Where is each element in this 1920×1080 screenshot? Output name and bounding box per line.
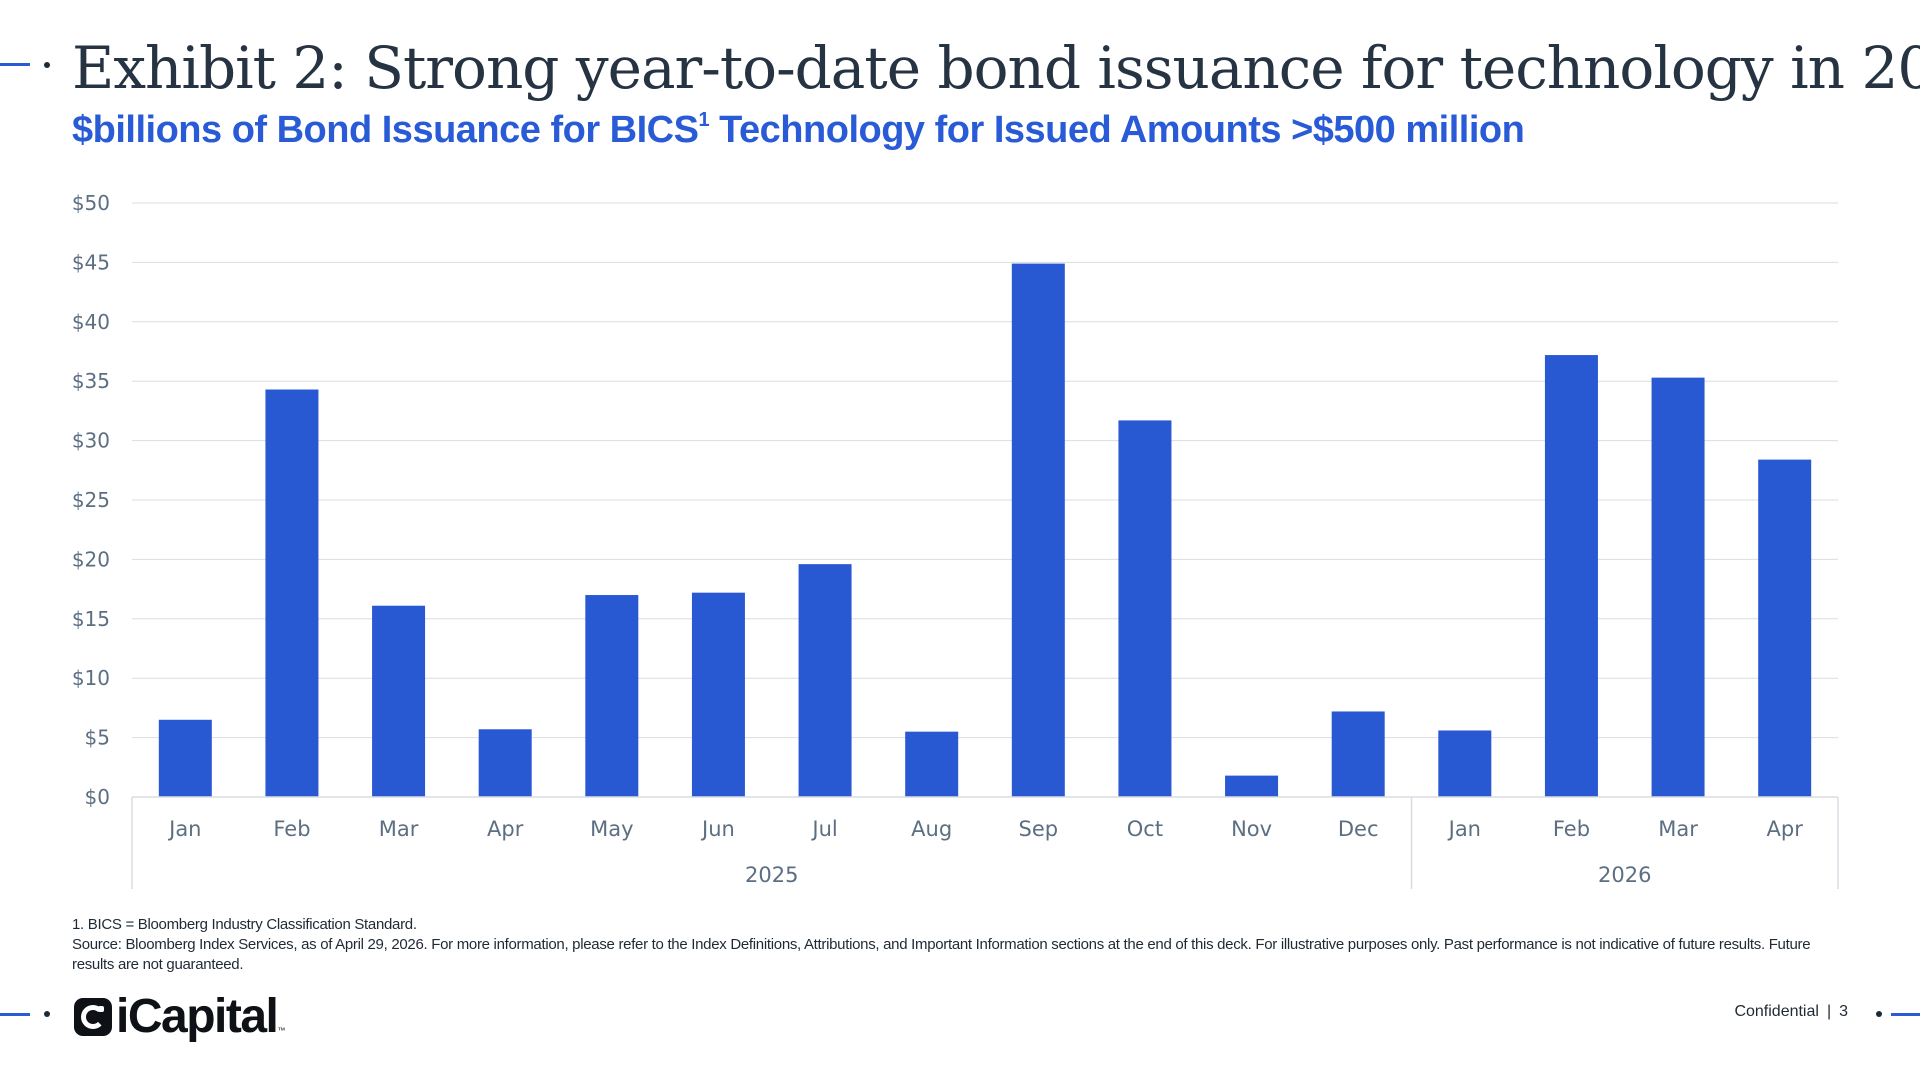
x-tick-label: Mar — [1658, 817, 1698, 841]
footnote-source: Source: Bloomberg Index Services, as of … — [72, 936, 1811, 973]
x-group-label: 2026 — [1598, 863, 1651, 887]
bar — [1758, 459, 1812, 797]
x-tick-label: Dec — [1338, 817, 1379, 841]
x-tick-label: Mar — [379, 817, 419, 841]
y-tick-label: $0 — [85, 785, 110, 809]
y-tick-label: $5 — [85, 726, 110, 750]
y-tick-label: $10 — [72, 666, 110, 690]
bar — [585, 595, 639, 797]
subtitle-text: $billions of Bond Issuance for BICS — [72, 109, 699, 151]
x-group-label: 2025 — [745, 863, 798, 887]
x-tick-label: Jun — [700, 817, 735, 841]
icapital-logo-mark-icon — [74, 998, 112, 1036]
bottom-right-accent-line — [1891, 1013, 1920, 1016]
x-tick-label: Feb — [1553, 817, 1590, 841]
x-tick-label: Feb — [273, 817, 310, 841]
x-tick-label: Apr — [487, 817, 524, 841]
x-tick-label: Apr — [1767, 817, 1804, 841]
x-tick-label: Jan — [167, 817, 201, 841]
subtitle-footnote-marker: 1 — [698, 109, 710, 131]
bar-chart: $0 $5 $10 $15 $20 $25 $30 $35 $40 $45 $50 Jan Feb Mar… — [72, 191, 1839, 889]
x-tick-label: May — [590, 817, 633, 841]
top-left-accent-dot — [44, 62, 50, 68]
x-tick-label: Sep — [1019, 817, 1059, 841]
bottom-right-accent-dot — [1876, 1011, 1882, 1017]
y-tick-label: $50 — [72, 191, 110, 215]
x-tick-label: Jul — [810, 817, 837, 841]
footer-separator: | — [1826, 1003, 1832, 1020]
bar — [158, 719, 212, 797]
chart-subtitle: $billions of Bond Issuance for BICS1 Tec… — [72, 106, 1525, 154]
bar — [1225, 775, 1279, 797]
logo-trademark: ™ — [277, 1026, 286, 1035]
x-tick-label: Aug — [911, 817, 952, 841]
x-tick-label: Jan — [1447, 817, 1481, 841]
bottom-left-accent-dot — [44, 1011, 50, 1017]
y-tick-label: $40 — [72, 310, 110, 334]
x-tick-label: Oct — [1127, 817, 1163, 841]
bar — [1438, 730, 1492, 797]
bar — [1651, 377, 1705, 797]
bar — [905, 731, 959, 797]
y-tick-label: $35 — [72, 369, 110, 393]
bottom-left-accent-line — [0, 1013, 30, 1016]
footnotes: 1. BICS = Bloomberg Industry Classificat… — [72, 915, 1852, 975]
logo-wordmark: iCapital — [116, 990, 279, 1043]
bar — [1118, 420, 1172, 797]
bar — [265, 389, 319, 797]
bar — [1544, 355, 1598, 797]
page-number: 3 — [1839, 1003, 1848, 1020]
bar — [1331, 711, 1385, 797]
y-tick-label: $20 — [72, 547, 110, 571]
bar — [1011, 263, 1065, 797]
icapital-logo: iCapital ™ — [74, 993, 285, 1041]
bar — [478, 729, 532, 797]
bar — [372, 605, 426, 797]
top-left-accent-line — [0, 63, 30, 66]
page-title: Exhibit 2: Strong year-to-date bond issu… — [72, 34, 1920, 102]
x-tick-label: Nov — [1231, 817, 1272, 841]
subtitle-text-rest: Technology for Issued Amounts >$500 mill… — [709, 109, 1525, 151]
y-tick-label: $45 — [72, 250, 110, 274]
bar — [798, 564, 852, 797]
page-footer: Confidential | 3 — [1734, 1003, 1848, 1021]
y-tick-label: $25 — [72, 488, 110, 512]
y-tick-label: $15 — [72, 607, 110, 631]
bar — [691, 592, 745, 797]
confidential-label: Confidential — [1734, 1003, 1819, 1020]
footnote-bics: 1. BICS = Bloomberg Industry Classificat… — [72, 916, 417, 933]
y-tick-label: $30 — [72, 429, 110, 453]
